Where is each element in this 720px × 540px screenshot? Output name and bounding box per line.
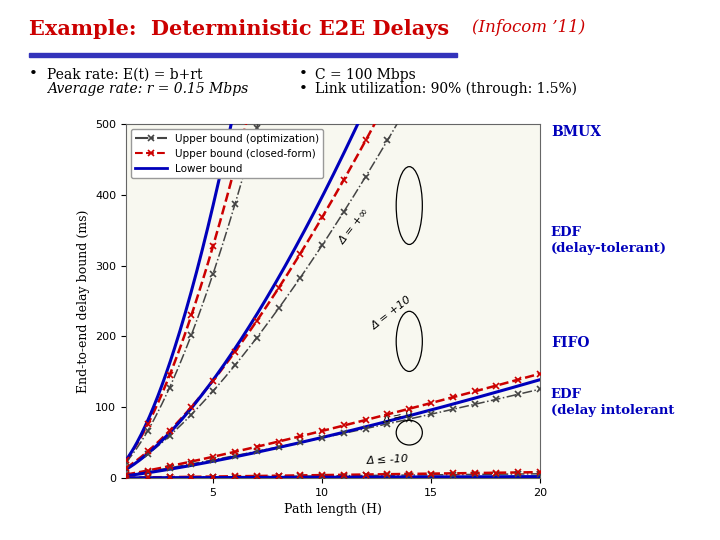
Text: C = 100 Mbps: C = 100 Mbps bbox=[315, 68, 416, 82]
Text: Δ ≤ -10: Δ ≤ -10 bbox=[366, 454, 409, 466]
Text: •: • bbox=[29, 68, 37, 82]
Text: FIFO: FIFO bbox=[551, 336, 589, 350]
Text: Example:  Deterministic E2E Delays: Example: Deterministic E2E Delays bbox=[29, 19, 449, 39]
Text: Δ = +10: Δ = +10 bbox=[370, 294, 414, 332]
Text: •: • bbox=[299, 82, 307, 96]
Text: Δ = 0: Δ = 0 bbox=[382, 408, 415, 425]
Text: •: • bbox=[299, 68, 307, 82]
Text: EDF
(delay intolerant: EDF (delay intolerant bbox=[551, 388, 674, 417]
Text: Peak rate: E(t) = b+rt: Peak rate: E(t) = b+rt bbox=[47, 68, 202, 82]
Text: Average rate: r = 0.15 Mbps: Average rate: r = 0.15 Mbps bbox=[47, 82, 248, 96]
Text: Δ = +∞: Δ = +∞ bbox=[338, 207, 372, 246]
Text: EDF
(delay-tolerant): EDF (delay-tolerant) bbox=[551, 226, 667, 255]
Text: Link utilization: 90% (through: 1.5%): Link utilization: 90% (through: 1.5%) bbox=[315, 82, 577, 97]
Text: (Infocom ’11): (Infocom ’11) bbox=[472, 19, 585, 36]
Legend: Upper bound (optimization), Upper bound (closed-form), Lower bound: Upper bound (optimization), Upper bound … bbox=[131, 130, 323, 178]
X-axis label: Path length (H): Path length (H) bbox=[284, 503, 382, 516]
Text: BMUX: BMUX bbox=[551, 125, 600, 139]
Y-axis label: End-to-end delay bound (ms): End-to-end delay bound (ms) bbox=[76, 210, 89, 393]
